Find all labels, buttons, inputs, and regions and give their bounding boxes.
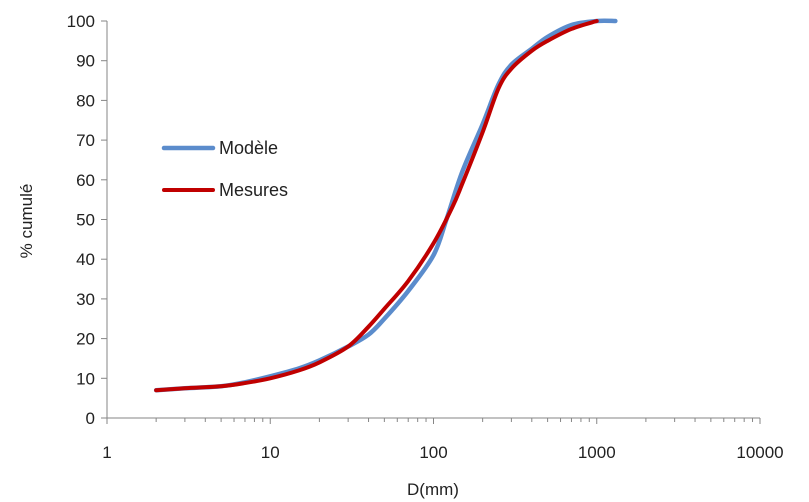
x-tick-label: 1000	[578, 443, 616, 462]
y-tick-label: 20	[76, 330, 95, 349]
y-tick-label: 10	[76, 369, 95, 388]
series-line-mesures	[154, 19, 599, 393]
y-tick-label: 70	[76, 131, 95, 150]
y-tick-label: 90	[76, 52, 95, 71]
y-tick-label: 0	[86, 409, 95, 428]
x-tick-label: 100	[419, 443, 447, 462]
y-tick-label: 50	[76, 211, 95, 230]
series-line-modele	[153, 18, 618, 393]
y-tick-label: 40	[76, 250, 95, 269]
x-axis-title: D(mm)	[407, 480, 459, 499]
legend: Modèle Mesures	[161, 138, 288, 200]
x-tick-label: 10000	[736, 443, 783, 462]
y-tick-label: 60	[76, 171, 95, 190]
x-tick-label: 1	[102, 443, 111, 462]
legend-label: Modèle	[219, 138, 278, 158]
series-layer	[153, 18, 618, 393]
y-tick-label: 80	[76, 91, 95, 110]
y-tick-label: 100	[67, 12, 95, 31]
y-axis-title: % cumulé	[17, 184, 36, 259]
legend-label: Mesures	[219, 180, 288, 200]
y-tick-label: 30	[76, 290, 95, 309]
x-tick-label: 10	[261, 443, 280, 462]
